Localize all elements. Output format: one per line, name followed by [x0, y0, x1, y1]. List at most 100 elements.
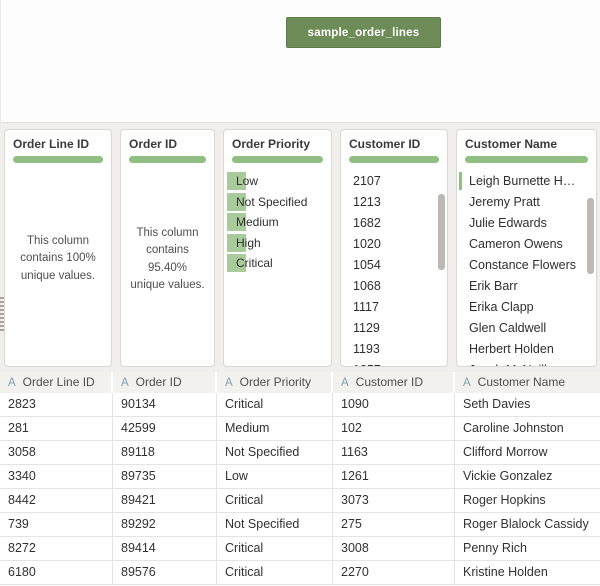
string-type-icon: A — [463, 377, 471, 389]
cell-order-id[interactable]: 42599 — [113, 417, 217, 440]
table-row[interactable]: 739 89292 Not Specified 275 Roger Blaloc… — [0, 513, 600, 537]
cell-customer-name[interactable]: Roger Blalock Cassidy — [463, 517, 589, 531]
cell-order-line-id[interactable]: 281 — [0, 417, 113, 440]
cell-order-priority[interactable]: Critical — [217, 561, 333, 584]
cell-customer-id[interactable]: 275 — [333, 513, 455, 536]
unique-values-note: This column contains 100% unique values. — [20, 235, 96, 282]
table-row[interactable]: 6180 89576 Critical 2270 Kristine Holden — [0, 561, 600, 585]
cell-order-id[interactable]: 89576 — [113, 561, 217, 584]
cell-customer-name[interactable]: Vickie Gonzalez — [463, 469, 553, 483]
value-item[interactable]: 1193 — [353, 342, 380, 356]
value-item[interactable]: Glen Caldwell — [469, 321, 547, 335]
flow-node-sample-order-lines[interactable]: sample_order_lines — [286, 17, 441, 48]
cell-order-priority[interactable]: Medium — [217, 417, 333, 440]
profile-card-title: Order Line ID — [13, 137, 90, 151]
profile-card-customer-name[interactable]: Customer Name Leigh Burnette H… Jeremy P… — [456, 129, 597, 367]
cell-order-id[interactable]: 90134 — [113, 393, 217, 416]
grid-header-customer-id[interactable]: A Customer ID — [333, 372, 453, 393]
value-item[interactable]: 1213 — [353, 195, 381, 209]
profile-pane: Order Line ID This column contains 100% … — [0, 122, 600, 372]
cell-order-line-id[interactable]: 739 — [0, 513, 113, 536]
value-item[interactable]: Julie Edwards — [469, 216, 547, 230]
profile-card-order-line-id[interactable]: Order Line ID This column contains 100% … — [4, 129, 112, 367]
profile-card-customer-id[interactable]: Customer ID 2107 1213 1682 1020 1054 106… — [340, 129, 448, 367]
cell-order-id[interactable]: 89735 — [113, 465, 217, 488]
table-row[interactable]: 8442 89421 Critical 3073 Roger Hopkins — [0, 489, 600, 513]
value-item[interactable]: 2107 — [353, 174, 381, 188]
grid-header-label: Order Priority — [239, 375, 312, 389]
cell-customer-name[interactable]: Kristine Holden — [463, 565, 548, 579]
profile-card-title: Order Priority — [232, 137, 311, 151]
cell-order-id[interactable]: 89414 — [113, 537, 217, 560]
value-item[interactable]: 1129 — [353, 321, 380, 335]
grid-header-customer-name[interactable]: A Customer Name — [455, 372, 600, 393]
value-item[interactable]: Leigh Burnette H… — [457, 171, 596, 192]
histogram-row-not-specified[interactable]: Not Specified — [224, 192, 331, 213]
table-row[interactable]: 281 42599 Medium 102 Caroline Johnston — [0, 417, 600, 441]
cell-customer-name[interactable]: Clifford Morrow — [463, 445, 548, 459]
histogram-row-low[interactable]: Low — [224, 171, 331, 192]
cell-customer-id[interactable]: 102 — [333, 417, 455, 440]
cell-order-priority[interactable]: Critical — [217, 489, 333, 512]
histogram-label: Medium — [236, 215, 279, 229]
cell-customer-name[interactable]: Roger Hopkins — [463, 493, 546, 507]
value-item[interactable]: Jacob McNeill — [457, 360, 596, 366]
cell-order-line-id[interactable]: 8442 — [0, 489, 113, 512]
grid-header-row: A Order Line ID A Order ID A Order Priority… — [0, 372, 600, 393]
histogram-row-high[interactable]: High — [224, 233, 331, 254]
string-type-icon: A — [341, 377, 349, 389]
cell-customer-id[interactable]: 3008 — [333, 537, 455, 560]
cell-order-line-id[interactable]: 2823 — [0, 393, 113, 416]
cell-order-id[interactable]: 89292 — [113, 513, 217, 536]
profile-card-order-priority[interactable]: Order Priority Low Not Specified Medium … — [223, 129, 332, 367]
grid-header-order-id[interactable]: A Order ID — [113, 372, 215, 393]
cell-order-id[interactable]: 89421 — [113, 489, 217, 512]
profile-card-order-id[interactable]: Order ID This column contains 95.40% uni… — [120, 129, 215, 367]
table-row[interactable]: 3340 89735 Low 1261 Vickie Gonzalez — [0, 465, 600, 489]
cell-order-priority[interactable]: Not Specified — [217, 441, 333, 464]
value-item[interactable]: 1068 — [353, 279, 381, 293]
grid-header-order-line-id[interactable]: A Order Line ID — [0, 372, 111, 393]
cell-order-line-id[interactable]: 6180 — [0, 561, 113, 584]
cell-customer-id[interactable]: 1261 — [333, 465, 455, 488]
value-item[interactable]: 1020 — [353, 237, 381, 251]
cell-order-id[interactable]: 89118 — [113, 441, 217, 464]
cell-order-priority[interactable]: Not Specified — [217, 513, 333, 536]
value-item[interactable]: Herbert Holden — [469, 342, 554, 356]
unique-values-note: This column contains 95.40% unique value… — [130, 227, 205, 291]
cell-customer-id[interactable]: 3073 — [333, 489, 455, 512]
grid-header-order-priority[interactable]: A Order Priority — [217, 372, 331, 393]
cell-order-line-id[interactable]: 3340 — [0, 465, 113, 488]
table-row[interactable]: 2823 90134 Critical 1090 Seth Davies — [0, 393, 600, 417]
cell-customer-id[interactable]: 1163 — [333, 441, 455, 464]
table-row[interactable]: 8272 89414 Critical 3008 Penny Rich — [0, 537, 600, 561]
value-item[interactable]: Constance Flowers — [469, 258, 576, 272]
cell-order-priority[interactable]: Low — [217, 465, 333, 488]
cell-order-line-id[interactable]: 3058 — [0, 441, 113, 464]
profile-pane-scroll-handle[interactable] — [0, 297, 4, 333]
value-item[interactable]: 1357 — [341, 360, 447, 366]
cell-customer-name[interactable]: Penny Rich — [463, 541, 527, 555]
card-scrollbar[interactable] — [587, 198, 594, 274]
grid-header-label: Order ID — [135, 375, 182, 389]
cell-customer-id[interactable]: 2270 — [333, 561, 455, 584]
cell-order-priority[interactable]: Critical — [217, 393, 333, 416]
cell-customer-name[interactable]: Caroline Johnston — [463, 421, 564, 435]
flow-pane: sample_order_lines — [0, 0, 600, 122]
cell-order-priority[interactable]: Critical — [217, 537, 333, 560]
data-grid: A Order Line ID A Order ID A Order Priority… — [0, 372, 600, 586]
table-row[interactable]: 3058 89118 Not Specified 1163 Clifford M… — [0, 441, 600, 465]
cell-order-line-id[interactable]: 8272 — [0, 537, 113, 560]
histogram-row-critical[interactable]: Critical — [224, 253, 331, 274]
value-item[interactable]: 1054 — [353, 258, 381, 272]
card-scrollbar[interactable] — [438, 194, 445, 270]
histogram-row-medium[interactable]: Medium — [224, 212, 331, 233]
cell-customer-name[interactable]: Seth Davies — [463, 397, 531, 411]
value-item[interactable]: 1117 — [353, 300, 379, 314]
value-item[interactable]: 1682 — [353, 216, 381, 230]
value-item[interactable]: Erika Clapp — [469, 300, 534, 314]
value-item[interactable]: Jeremy Pratt — [469, 195, 540, 209]
cell-customer-id[interactable]: 1090 — [333, 393, 455, 416]
value-item[interactable]: Erik Barr — [469, 279, 518, 293]
value-item[interactable]: Cameron Owens — [469, 237, 563, 251]
